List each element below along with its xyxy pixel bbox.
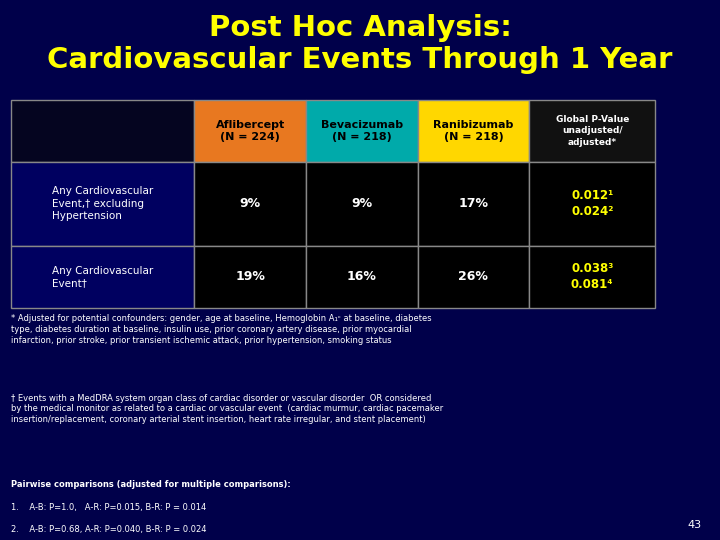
Bar: [194, 100, 306, 162]
Bar: [194, 162, 306, 246]
Text: Any Cardiovascular
Event†: Any Cardiovascular Event†: [52, 266, 153, 288]
Text: 2.    A-B: P=0.68, A-R: P=0.040, B-R: P = 0.024: 2. A-B: P=0.68, A-R: P=0.040, B-R: P = 0…: [11, 525, 207, 534]
Text: Any Cardiovascular
Event,† excluding
Hypertension: Any Cardiovascular Event,† excluding Hyp…: [52, 186, 153, 221]
Bar: [418, 246, 529, 308]
Text: 0.038³
0.081⁴: 0.038³ 0.081⁴: [571, 262, 613, 291]
Bar: [529, 246, 655, 308]
Text: Ranibizumab
(N = 218): Ranibizumab (N = 218): [433, 120, 513, 142]
Bar: [11, 162, 194, 246]
Text: Pairwise comparisons (adjusted for multiple comparisons):: Pairwise comparisons (adjusted for multi…: [11, 480, 291, 489]
Bar: [11, 246, 194, 308]
Text: 0.012¹
0.024²: 0.012¹ 0.024²: [571, 190, 613, 218]
Text: 9%: 9%: [240, 197, 261, 211]
Text: † Events with a MedDRA system organ class of cardiac disorder or vascular disord: † Events with a MedDRA system organ clas…: [11, 394, 443, 424]
Text: 1.    A-B: P=1.0,   A-R: P=0.015, B-R: P = 0.014: 1. A-B: P=1.0, A-R: P=0.015, B-R: P = 0.…: [11, 503, 206, 511]
Text: 19%: 19%: [235, 270, 265, 284]
Text: 26%: 26%: [459, 270, 488, 284]
Text: Bevacizumab
(N = 218): Bevacizumab (N = 218): [320, 120, 403, 142]
Text: Global P-Value
unadjusted/
adjusted*: Global P-Value unadjusted/ adjusted*: [556, 116, 629, 146]
Bar: [306, 100, 418, 162]
Bar: [418, 162, 529, 246]
Text: 43: 43: [688, 520, 702, 530]
Bar: [306, 162, 418, 246]
Text: 16%: 16%: [347, 270, 377, 284]
Text: Aflibercept
(N = 224): Aflibercept (N = 224): [215, 120, 285, 142]
Text: 9%: 9%: [351, 197, 372, 211]
Text: Post Hoc Analysis:: Post Hoc Analysis:: [209, 14, 511, 42]
Bar: [418, 100, 529, 162]
Text: Cardiovascular Events Through 1 Year: Cardiovascular Events Through 1 Year: [48, 46, 672, 74]
Bar: [194, 246, 306, 308]
Text: * Adjusted for potential confounders: gender, age at baseline, Hemoglobin A₁ᶜ at: * Adjusted for potential confounders: ge…: [11, 314, 431, 345]
Text: 17%: 17%: [459, 197, 488, 211]
Bar: [529, 162, 655, 246]
Bar: [306, 246, 418, 308]
Bar: [11, 100, 194, 162]
Bar: [529, 100, 655, 162]
